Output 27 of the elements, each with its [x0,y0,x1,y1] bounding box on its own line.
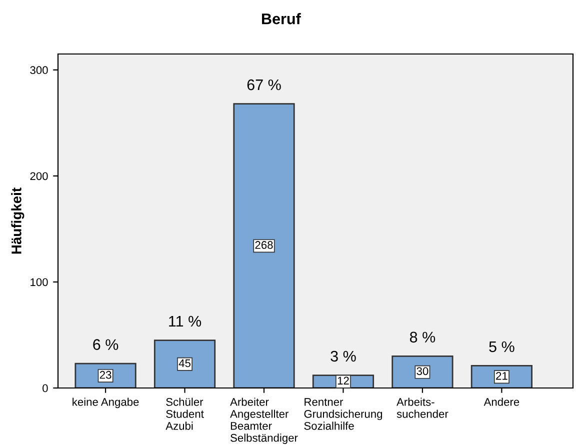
chart-title: Beruf [262,13,301,24]
bar [392,355,454,388]
y-tick-label: 0 [42,384,48,392]
annotation: 11 % [169,316,202,327]
x-tick-label: Arbeiter Angestellter Beamter Selbständiger [230,398,298,444]
annotation: 67 % [247,79,281,90]
x-tick-label: Arbeits- suchender [396,398,448,418]
annotation: 3 % [330,350,356,362]
y-tick-label: 100 [30,278,48,286]
x-tick-label: Rentner Grundsicherung Sozialhilfe [304,398,382,430]
y-axis-title: Häufigkeit [11,188,24,254]
annotation: 6 % [93,339,118,350]
y-tick-label: 300 [30,66,48,74]
data-label: 30 [416,367,428,376]
data-label: 12 [338,376,349,385]
x-tick-label: keine Angabe [72,398,139,408]
y-tick-label: 200 [30,172,48,180]
annotation: 5 % [489,341,514,352]
data-label: 23 [100,370,112,379]
data-label: 45 [178,359,190,368]
bar [154,340,216,388]
annotation: 8 % [410,332,436,343]
data-label: 21 [496,372,508,380]
x-tick-label: Schüler Student Azubi [166,398,204,430]
data-label: 268 [255,241,273,249]
bar [233,103,295,388]
x-tick-label: Andere [484,398,520,406]
